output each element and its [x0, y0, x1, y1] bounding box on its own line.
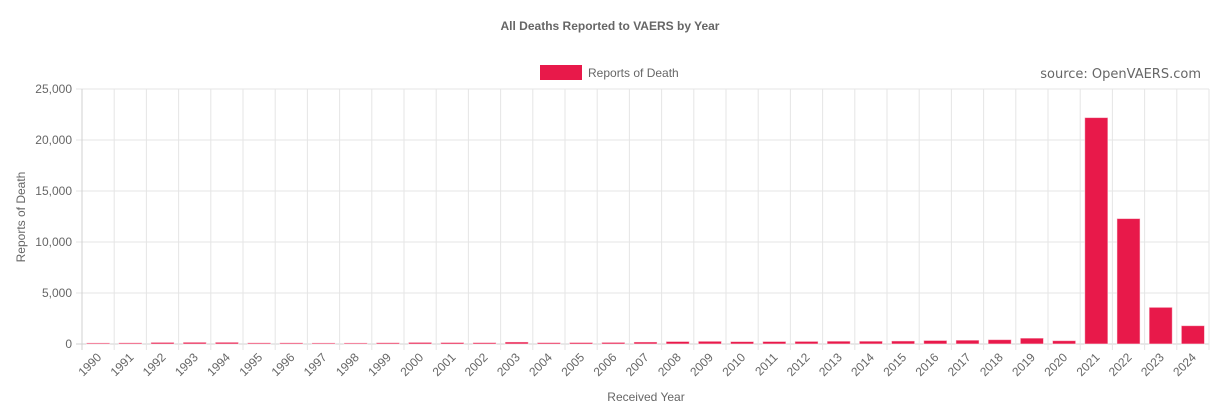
x-gridlines	[81, 89, 1210, 350]
x-tick-label: 2003	[494, 350, 523, 379]
bar-1994[interactable]	[214, 341, 239, 345]
x-tick-label: 1994	[204, 350, 233, 379]
x-tick-label: 2015	[880, 350, 909, 379]
bar-1995[interactable]	[247, 342, 272, 345]
x-tick-label: 2013	[816, 350, 845, 379]
x-tick-label: 2002	[462, 350, 491, 379]
y-tick-label: 20,000	[35, 133, 72, 147]
source-note: source: OpenVAERS.com	[1040, 67, 1201, 82]
x-tick-label: 1991	[108, 350, 137, 379]
x-tick-label: 2020	[1041, 350, 1070, 379]
bar-2010[interactable]	[730, 341, 755, 345]
x-tick-label: 2011	[752, 350, 780, 378]
x-tick-label: 2014	[848, 350, 877, 379]
bar-2007[interactable]	[633, 341, 658, 345]
y-axis-ticks: 0 5,000 10,000 15,000 20,000 25,000	[35, 82, 72, 351]
bar-1992[interactable]	[150, 341, 175, 345]
x-axis-ticks: 1990 1991 1992 1993 1994 1995 1996 1997 1998 1999…	[75, 350, 1199, 379]
x-tick-label: 1990	[75, 350, 104, 379]
bar-2002[interactable]	[472, 342, 497, 345]
bar-2017[interactable]	[955, 339, 980, 345]
x-tick-label: 2016	[913, 350, 942, 379]
x-tick-label: 2004	[526, 350, 555, 379]
bar-2000[interactable]	[408, 341, 433, 345]
bar-2003[interactable]	[504, 341, 529, 345]
x-tick-label: 2001	[430, 350, 459, 379]
bar-2022[interactable]	[1116, 218, 1141, 345]
bar-2008[interactable]	[665, 340, 690, 345]
x-tick-label: 2024	[1170, 350, 1199, 379]
bar-1999[interactable]	[375, 342, 400, 345]
bar-2016[interactable]	[923, 339, 948, 345]
bar-2015[interactable]	[891, 340, 916, 345]
x-tick-label: 1995	[236, 350, 265, 379]
x-tick-label: 2000	[397, 350, 426, 379]
bar-1993[interactable]	[182, 341, 207, 345]
x-tick-label: 2006	[591, 350, 620, 379]
bar-2021[interactable]	[1084, 117, 1109, 345]
y-gridlines	[76, 88, 1209, 345]
bar-2001[interactable]	[440, 341, 465, 345]
y-tick-label: 0	[65, 337, 72, 351]
x-tick-label: 1996	[269, 350, 298, 379]
x-axis-title: Received Year	[607, 390, 684, 404]
x-tick-label: 2022	[1106, 350, 1135, 379]
x-tick-label: 2012	[784, 350, 813, 379]
x-tick-label: 1993	[172, 350, 201, 379]
legend-label[interactable]: Reports of Death	[588, 66, 679, 80]
x-tick-label: 2005	[558, 350, 587, 379]
bar-2014[interactable]	[858, 340, 883, 345]
x-tick-label: 1999	[365, 350, 394, 379]
bar-1991[interactable]	[118, 342, 143, 345]
bar-1997[interactable]	[311, 342, 336, 345]
chart-title: All Deaths Reported to VAERS by Year	[501, 19, 720, 33]
x-tick-label: 1992	[140, 350, 169, 379]
bar-2013[interactable]	[826, 340, 851, 345]
x-tick-label: 2008	[655, 350, 684, 379]
bar-2012[interactable]	[794, 340, 819, 345]
bar-2019[interactable]	[1019, 337, 1044, 345]
bar-1998[interactable]	[343, 342, 368, 345]
x-tick-label: 1997	[301, 350, 330, 379]
bar-2009[interactable]	[697, 340, 722, 345]
bar-2005[interactable]	[569, 341, 594, 345]
x-tick-label: 2010	[719, 350, 748, 379]
x-tick-label: 2021	[1074, 350, 1103, 379]
y-tick-label: 25,000	[35, 82, 72, 96]
x-tick-label: 1998	[333, 350, 362, 379]
bars	[86, 117, 1205, 345]
bar-2018[interactable]	[987, 339, 1012, 345]
y-tick-label: 15,000	[35, 184, 72, 198]
bar-2004[interactable]	[536, 342, 561, 345]
x-tick-label: 2017	[945, 350, 974, 379]
bar-2024[interactable]	[1180, 325, 1205, 345]
bar-1996[interactable]	[279, 342, 304, 345]
x-tick-label: 2007	[623, 350, 652, 379]
x-tick-label: 2023	[1138, 350, 1167, 379]
x-tick-label: 2009	[687, 350, 716, 379]
y-axis-title: Reports of Death	[14, 172, 28, 263]
bar-1990[interactable]	[86, 342, 111, 345]
bar-2011[interactable]	[762, 340, 787, 345]
x-tick-label: 2019	[1009, 350, 1038, 379]
y-tick-label: 5,000	[42, 286, 72, 300]
bar-2006[interactable]	[601, 341, 626, 345]
y-tick-label: 10,000	[35, 235, 72, 249]
legend-swatch[interactable]	[540, 65, 582, 80]
legend[interactable]: Reports of Death	[540, 65, 679, 80]
bar-2023[interactable]	[1148, 306, 1173, 345]
bar-2020[interactable]	[1052, 340, 1077, 345]
x-tick-label: 2018	[977, 350, 1006, 379]
